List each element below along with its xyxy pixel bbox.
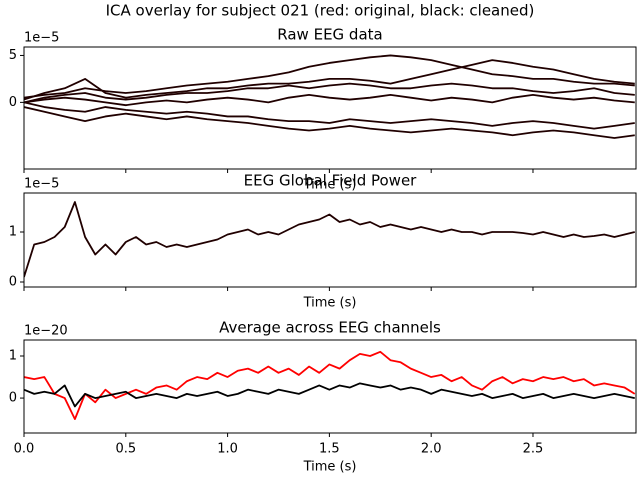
x-tick-label: 1.0 <box>217 442 238 457</box>
series-line <box>24 54 635 99</box>
y-tick-label: 0 <box>9 95 17 110</box>
x-tick-label: 1.5 <box>319 442 340 457</box>
y-tick-label: 0 <box>9 275 17 290</box>
y-tick-label: 1 <box>9 348 17 363</box>
y-tick-label: 1 <box>9 225 17 240</box>
series-line <box>24 59 635 101</box>
series-line <box>24 93 635 107</box>
x-axis-label: Time (s) <box>303 178 357 193</box>
x-axis-label: Time (s) <box>303 460 357 475</box>
x-tick-label: 0.0 <box>14 442 35 457</box>
axes-title: Average across EEG channels <box>219 319 441 337</box>
x-tick-label: 2.5 <box>523 442 544 457</box>
axes-frame <box>23 339 637 434</box>
x-tick-label: 2.0 <box>421 442 442 457</box>
series-line <box>24 382 635 408</box>
axes-frame <box>23 192 637 288</box>
y-offset-label: 1e−5 <box>24 31 59 46</box>
axes-title: Raw EEG data <box>277 26 382 44</box>
series-line <box>24 106 635 139</box>
x-axis-label: Time (s) <box>303 296 357 311</box>
y-offset-label: 1e−20 <box>24 324 68 339</box>
series-line <box>24 101 635 130</box>
series-line <box>24 350 636 421</box>
y-tick-label: 5 <box>9 48 17 63</box>
axes-frame <box>23 46 637 170</box>
figure-title: ICA overlay for subject 021 (red: origin… <box>106 2 535 20</box>
y-offset-label: 1e−5 <box>24 177 59 192</box>
x-tick-label: 0.5 <box>115 442 136 457</box>
y-tick-label: 0 <box>9 391 17 406</box>
axes-title: EEG Global Field Power <box>244 172 418 190</box>
series-line <box>24 201 635 278</box>
series-line <box>24 82 635 104</box>
